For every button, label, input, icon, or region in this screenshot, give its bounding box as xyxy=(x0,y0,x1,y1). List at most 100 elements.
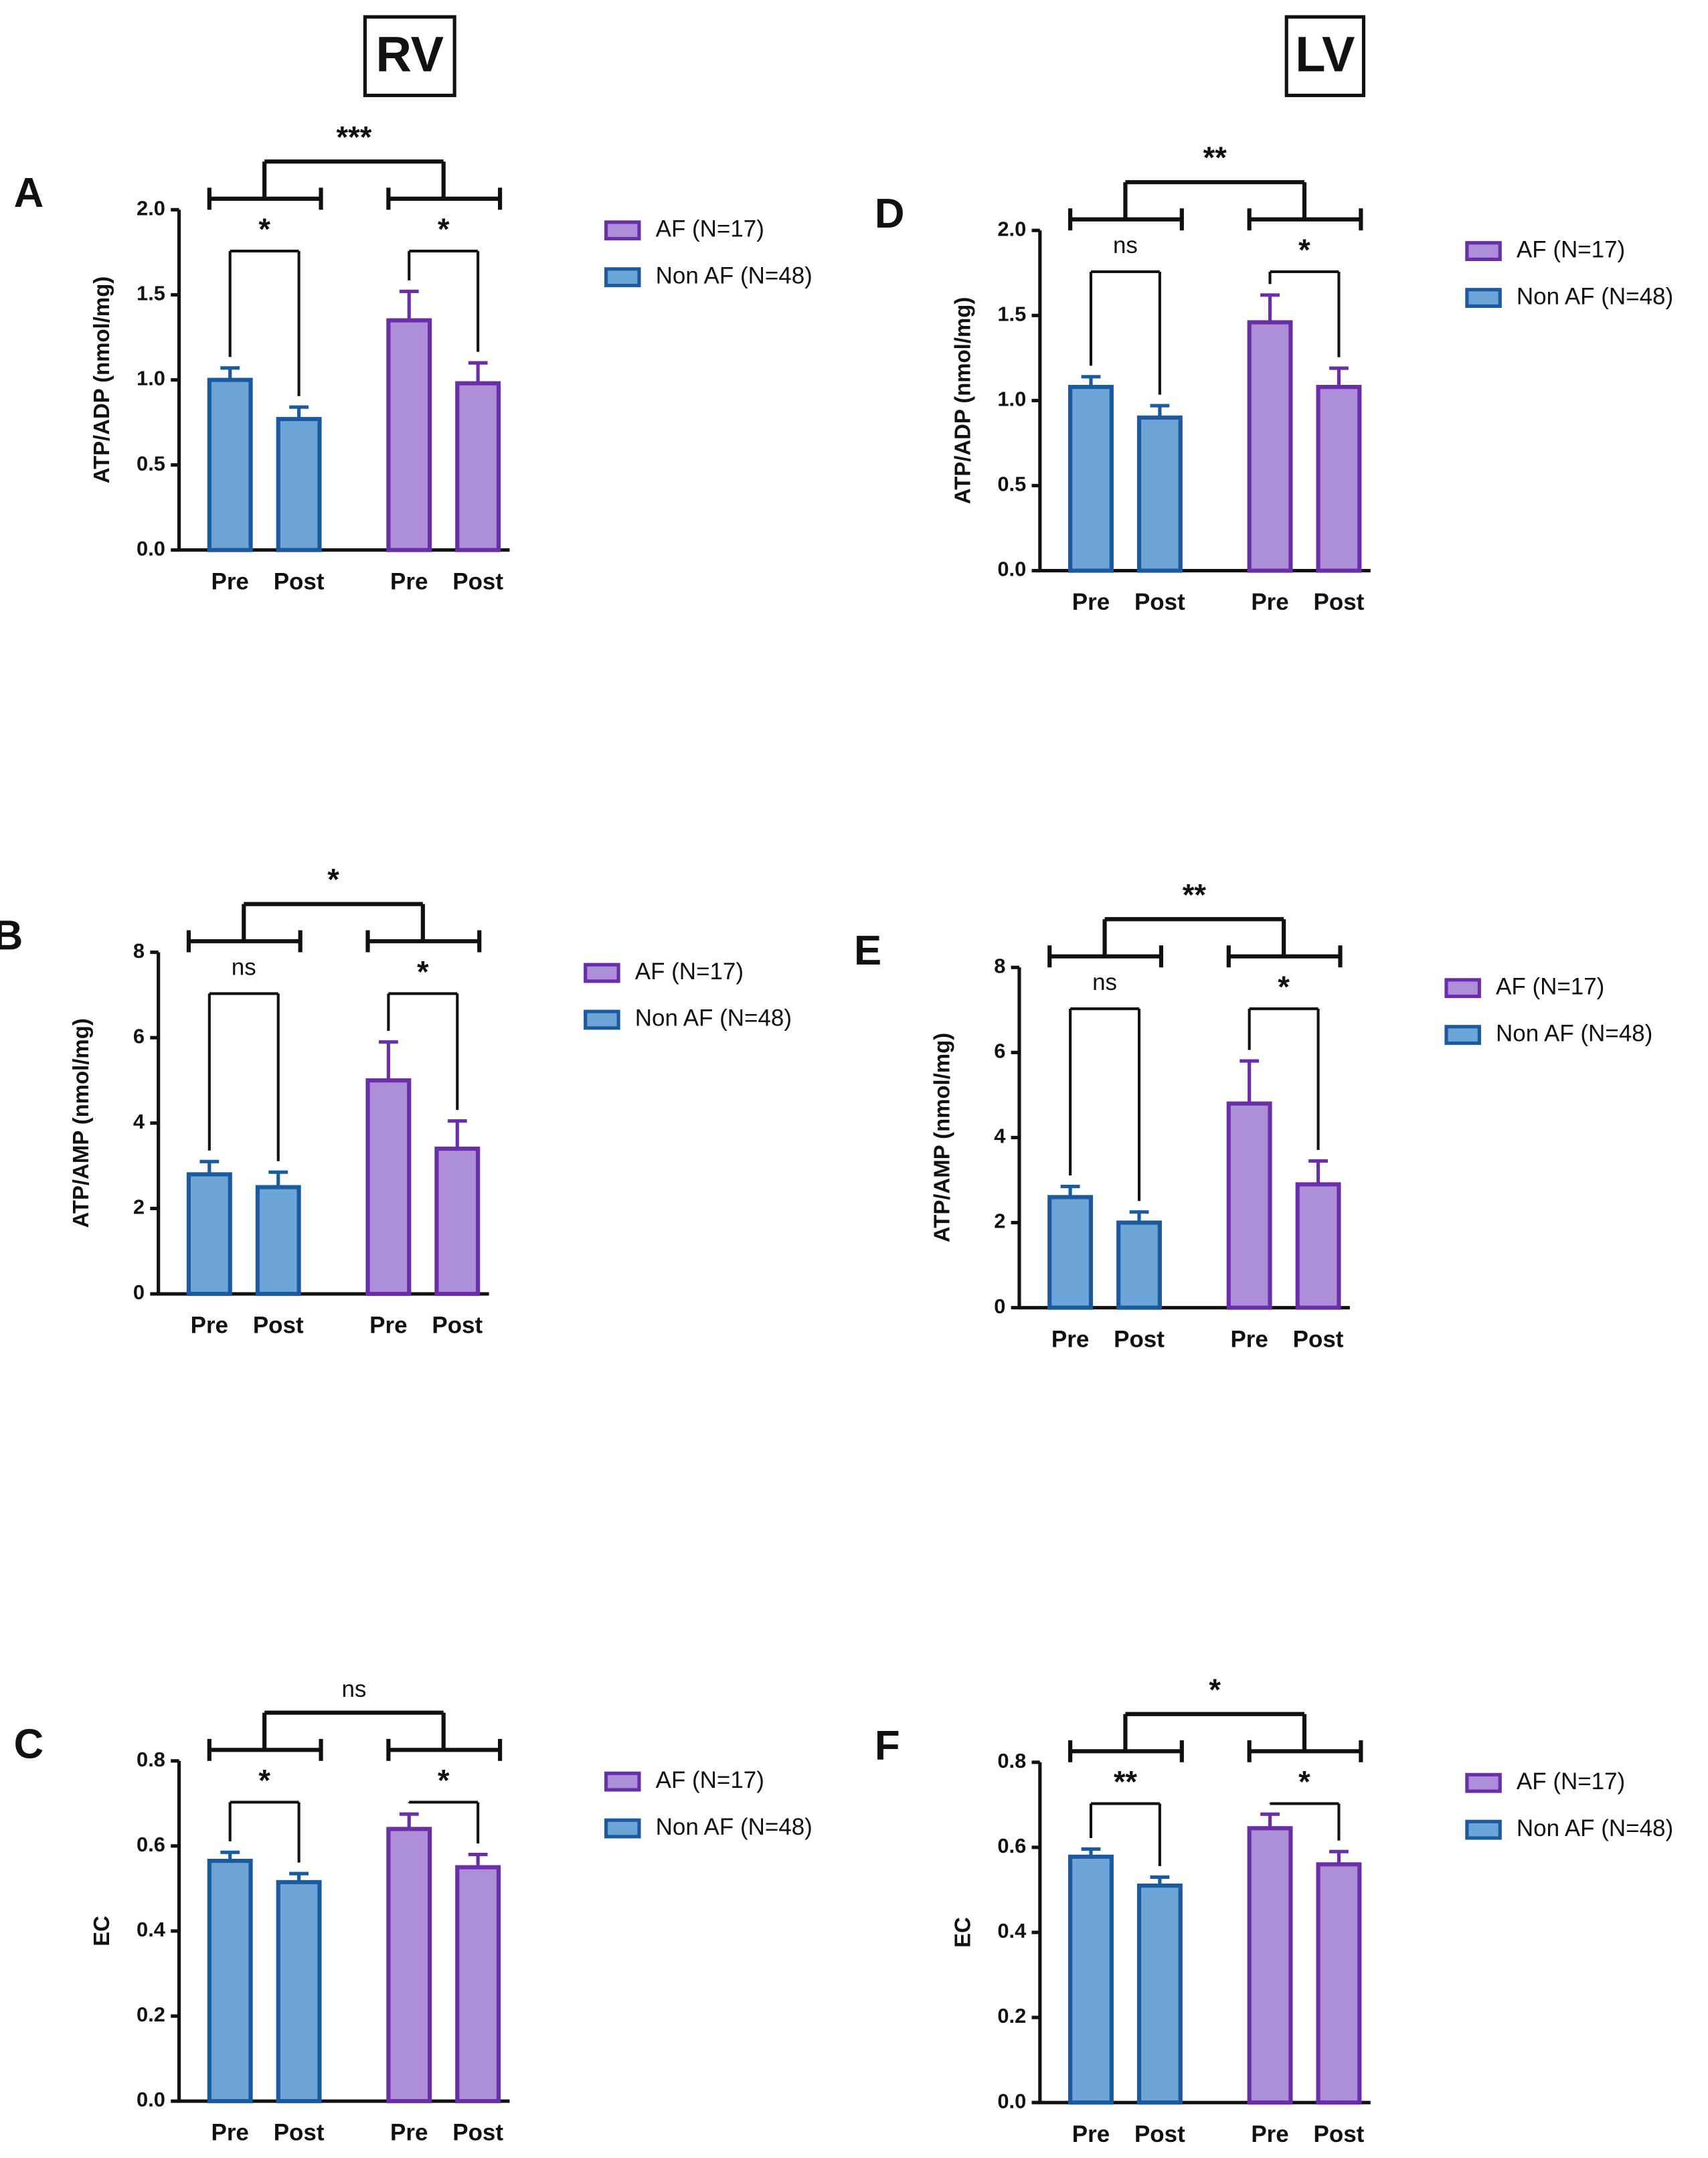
x-tick-label: Pre xyxy=(1072,2121,1110,2147)
bar xyxy=(276,416,322,552)
significance-label: * xyxy=(438,212,450,246)
y-tick-label: 2.0 xyxy=(997,217,1026,240)
significance-label: * xyxy=(1278,970,1290,1004)
bar xyxy=(1136,415,1183,573)
significance-label: ** xyxy=(1183,878,1207,912)
legend-label: Non AF (N=48) xyxy=(656,262,813,288)
legend-swatch xyxy=(1465,288,1502,308)
x-tick-label: Post xyxy=(1134,589,1185,615)
legend-label: AF (N=17) xyxy=(656,1767,764,1793)
legend-swatch xyxy=(604,1818,641,1839)
legend-label: Non AF (N=48) xyxy=(1517,283,1673,309)
significance-label: *** xyxy=(336,120,371,154)
bar xyxy=(1295,1182,1341,1310)
significance-label: * xyxy=(1298,1765,1310,1799)
y-tick-label: 1.0 xyxy=(137,367,165,390)
bar xyxy=(276,1880,322,2104)
x-tick-label: Pre xyxy=(1251,589,1288,615)
x-tick-label: Pre xyxy=(211,2120,249,2146)
x-tick-label: Post xyxy=(1114,1326,1165,1352)
x-tick-label: Post xyxy=(253,1313,304,1339)
panel-letter: B xyxy=(0,912,23,959)
y-tick-label: 6 xyxy=(133,1024,145,1048)
bar xyxy=(1316,384,1362,573)
y-tick-label: 0.0 xyxy=(997,558,1026,581)
header-box xyxy=(1284,15,1366,98)
legend-label: AF (N=17) xyxy=(1517,236,1625,262)
significance-label: * xyxy=(1298,233,1310,267)
x-tick-label: Post xyxy=(274,2120,325,2146)
bar xyxy=(1068,1854,1114,2105)
bar xyxy=(386,1827,432,2104)
bar xyxy=(455,381,501,552)
y-tick-label: 0.0 xyxy=(137,537,165,560)
bar xyxy=(386,318,432,552)
y-tick-label: 0 xyxy=(133,1280,145,1304)
significance-label: * xyxy=(438,1764,450,1798)
legend-label: AF (N=17) xyxy=(1496,973,1604,999)
y-tick-label: 0.0 xyxy=(137,2088,165,2111)
x-tick-label: Pre xyxy=(1072,589,1110,615)
significance-label: * xyxy=(417,955,429,989)
x-tick-label: Pre xyxy=(390,568,428,594)
y-axis-label: ATP/AMP (nmol/mg) xyxy=(929,1033,954,1242)
y-tick-label: 0.4 xyxy=(137,1918,165,1941)
legend-label: AF (N=17) xyxy=(635,959,744,985)
bar xyxy=(1226,1101,1272,1310)
y-tick-label: 0.8 xyxy=(137,1748,165,1771)
legend-swatch xyxy=(1465,241,1502,262)
legend-label: Non AF (N=48) xyxy=(1496,1020,1652,1046)
legend-label: Non AF (N=48) xyxy=(635,1005,792,1031)
legend-swatch xyxy=(604,267,641,288)
y-tick-label: 0 xyxy=(994,1295,1005,1318)
y-tick-label: 0.2 xyxy=(137,2003,165,2026)
legend-swatch xyxy=(584,963,620,983)
y-axis-label: EC xyxy=(950,1917,974,1948)
legend-label: Non AF (N=48) xyxy=(656,1814,813,1840)
y-tick-label: 0.2 xyxy=(997,2004,1026,2027)
y-axis-label: ATP/ADP (nmol/mg) xyxy=(950,297,974,505)
bar xyxy=(1247,320,1293,573)
legend-label: AF (N=17) xyxy=(656,216,764,242)
legend-swatch xyxy=(604,1771,641,1792)
significance-label: ns xyxy=(232,954,256,981)
legend-swatch xyxy=(1444,978,1481,999)
y-tick-label: 1.5 xyxy=(997,302,1026,325)
y-tick-label: 4 xyxy=(994,1125,1005,1148)
x-tick-label: Post xyxy=(1134,2121,1185,2147)
panel-letter: E xyxy=(854,928,881,974)
y-tick-label: 8 xyxy=(994,954,1005,977)
x-tick-label: Pre xyxy=(1251,2121,1288,2147)
x-tick-label: Post xyxy=(452,2120,503,2146)
y-tick-label: 6 xyxy=(994,1040,1005,1063)
significance-label: ns xyxy=(1113,232,1138,258)
bar xyxy=(455,1865,501,2104)
x-tick-label: Post xyxy=(432,1313,483,1339)
legend-swatch xyxy=(1465,1819,1502,1840)
header: LV xyxy=(1295,27,1355,82)
y-tick-label: 1.5 xyxy=(137,282,165,305)
x-tick-label: Pre xyxy=(211,568,249,594)
panel-letter: C xyxy=(14,1721,44,1767)
y-tick-label: 0.4 xyxy=(997,1919,1026,1942)
bar xyxy=(1068,384,1114,573)
y-tick-label: 0.5 xyxy=(137,452,165,475)
y-tick-label: 2 xyxy=(994,1210,1005,1233)
bar xyxy=(1247,1826,1293,2105)
y-axis-label: ATP/ADP (nmol/mg) xyxy=(89,276,114,484)
legend-swatch xyxy=(604,220,641,241)
significance-label: * xyxy=(258,1764,270,1798)
panel-letter: D xyxy=(875,191,905,237)
legend-swatch xyxy=(1444,1025,1481,1046)
y-tick-label: 0.6 xyxy=(137,1833,165,1856)
significance-label: * xyxy=(1209,1673,1221,1707)
y-tick-label: 0.6 xyxy=(997,1834,1026,1857)
x-tick-label: Post xyxy=(274,568,325,594)
legend-label: Non AF (N=48) xyxy=(1517,1815,1673,1841)
bar xyxy=(255,1185,301,1297)
bar xyxy=(1047,1195,1094,1310)
significance-label: ** xyxy=(1203,141,1227,175)
x-tick-label: Pre xyxy=(1051,1326,1089,1352)
y-tick-label: 0.8 xyxy=(997,1749,1026,1772)
